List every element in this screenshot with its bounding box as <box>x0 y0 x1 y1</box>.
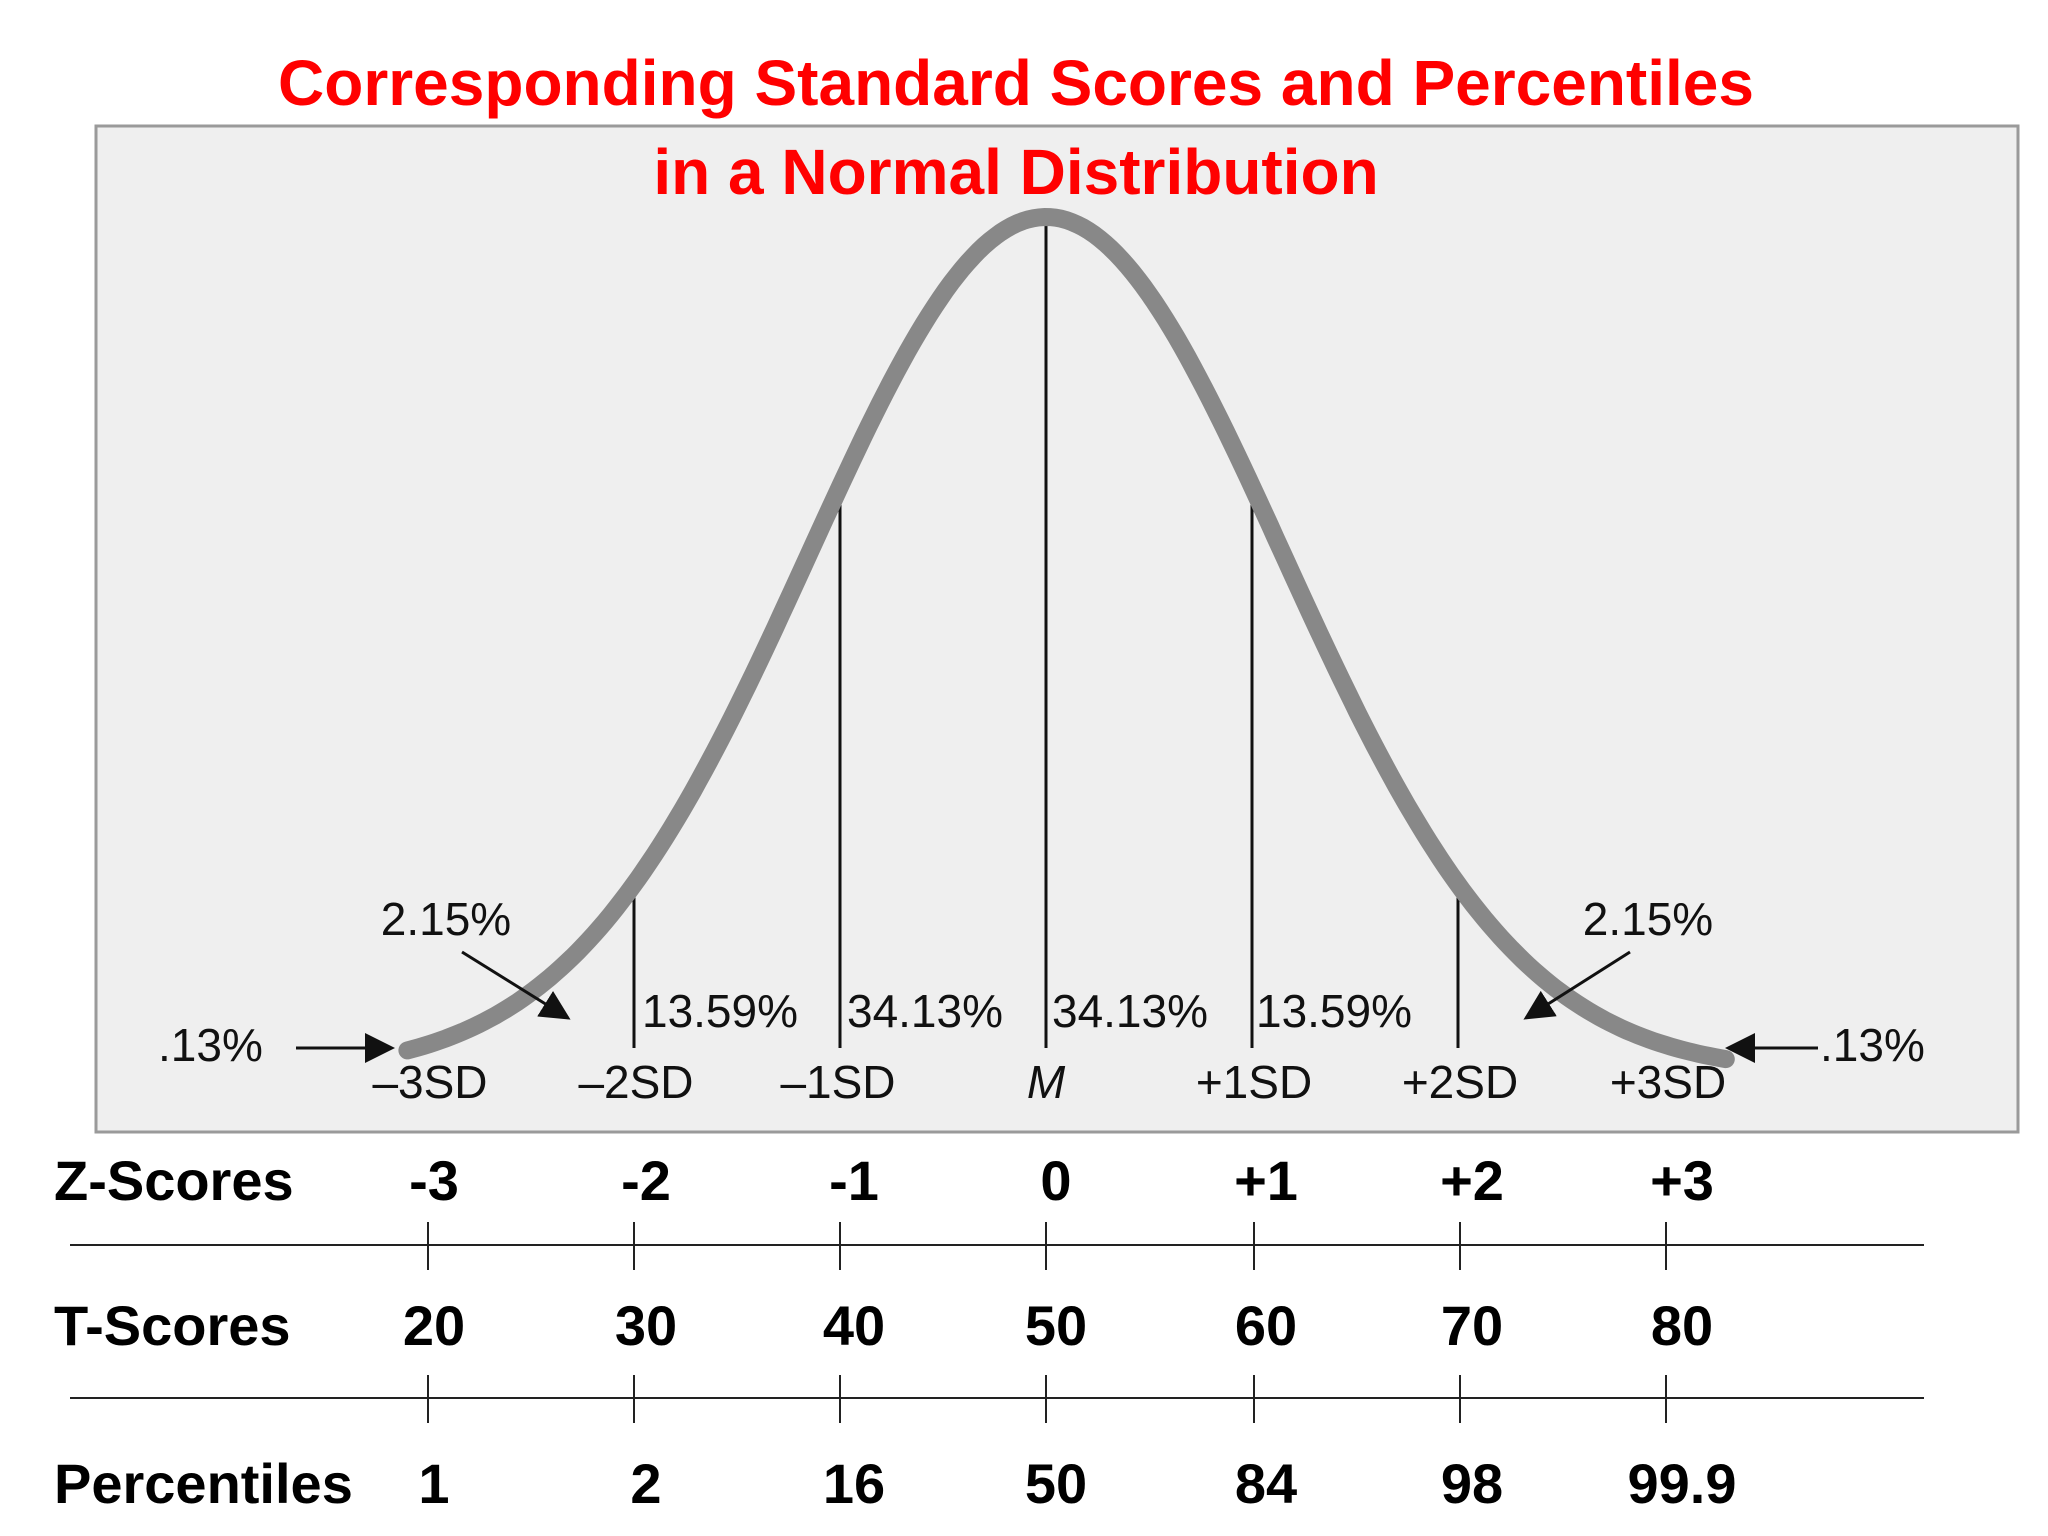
table-cell: -3 <box>409 1149 459 1212</box>
table-cell: -2 <box>621 1149 671 1212</box>
table-cell: 70 <box>1441 1294 1503 1357</box>
sd-divider-lines <box>426 217 1666 1051</box>
table-cell: +2 <box>1440 1149 1504 1212</box>
sd-label: +3SD <box>1610 1056 1726 1108</box>
normal-curve <box>398 207 1735 1069</box>
title-line-2: in a Normal Distribution <box>653 136 1378 208</box>
row-label-percentiles: Percentiles <box>54 1452 353 1515</box>
row-label-t-scores: T-Scores <box>54 1294 291 1357</box>
arrow-right-inner <box>1523 950 1631 1020</box>
table-cell: 50 <box>1025 1452 1087 1515</box>
table-cell: 84 <box>1235 1452 1297 1515</box>
sd-label: –2SD <box>578 1056 693 1108</box>
band-percent-labels: 13.59% 34.13% 34.13% 13.59% <box>642 985 1412 1037</box>
chart-panel <box>94 124 2020 1134</box>
table-cell: +3 <box>1650 1149 1714 1212</box>
row-label-z-scores: Z-Scores <box>54 1149 294 1212</box>
table-cell: 40 <box>823 1294 885 1357</box>
band-percent-label: 13.59% <box>1256 985 1412 1037</box>
table-cell: 60 <box>1235 1294 1297 1357</box>
table-cell: 30 <box>615 1294 677 1357</box>
sd-axis-labels: –3SD –2SD –1SD M +1SD +2SD +3SD <box>372 1056 1726 1108</box>
sd-label-mean: M <box>1027 1056 1066 1108</box>
table-cell: 16 <box>823 1452 885 1515</box>
table-cell: 99.9 <box>1628 1452 1737 1515</box>
table-cell: 20 <box>403 1294 465 1357</box>
sd-label: –1SD <box>780 1056 895 1108</box>
table-cells: -3 -2 -1 0 +1 +2 +3 20 30 40 50 60 70 80 1 2 16 50 84 98 99.… <box>403 1149 1737 1515</box>
arrow-left-inner <box>461 950 571 1020</box>
title-line-1: Corresponding Standard Scores and Percen… <box>278 47 1754 119</box>
tail-annotations: 2.15% 2.15% .13% .13% <box>158 893 1925 1071</box>
table-cell: 1 <box>418 1452 449 1515</box>
sd-label: –3SD <box>372 1056 487 1108</box>
table-cell: -1 <box>829 1149 879 1212</box>
tail-label-right-inner: 2.15% <box>1583 893 1713 945</box>
band-percent-label: 13.59% <box>642 985 798 1037</box>
table-cell: 98 <box>1441 1452 1503 1515</box>
table-cell: 80 <box>1651 1294 1713 1357</box>
table-cell: +1 <box>1234 1149 1298 1212</box>
sd-label: +1SD <box>1196 1056 1312 1108</box>
band-percent-label: 34.13% <box>1052 985 1208 1037</box>
band-percent-label: 34.13% <box>847 985 1003 1037</box>
tail-label-left-inner: 2.15% <box>381 893 511 945</box>
score-table: Z-Scores T-Scores Percentiles -3 -2 -1 0 +1 +… <box>54 1149 1924 1515</box>
table-cell: 50 <box>1025 1294 1087 1357</box>
tail-label-right-outer: .13% <box>1820 1019 1925 1071</box>
table-cell: 0 <box>1040 1149 1071 1212</box>
table-ticks <box>427 1222 1667 1423</box>
sd-label: +2SD <box>1402 1056 1518 1108</box>
tail-label-left-outer: .13% <box>158 1019 263 1071</box>
table-cell: 2 <box>630 1452 661 1515</box>
